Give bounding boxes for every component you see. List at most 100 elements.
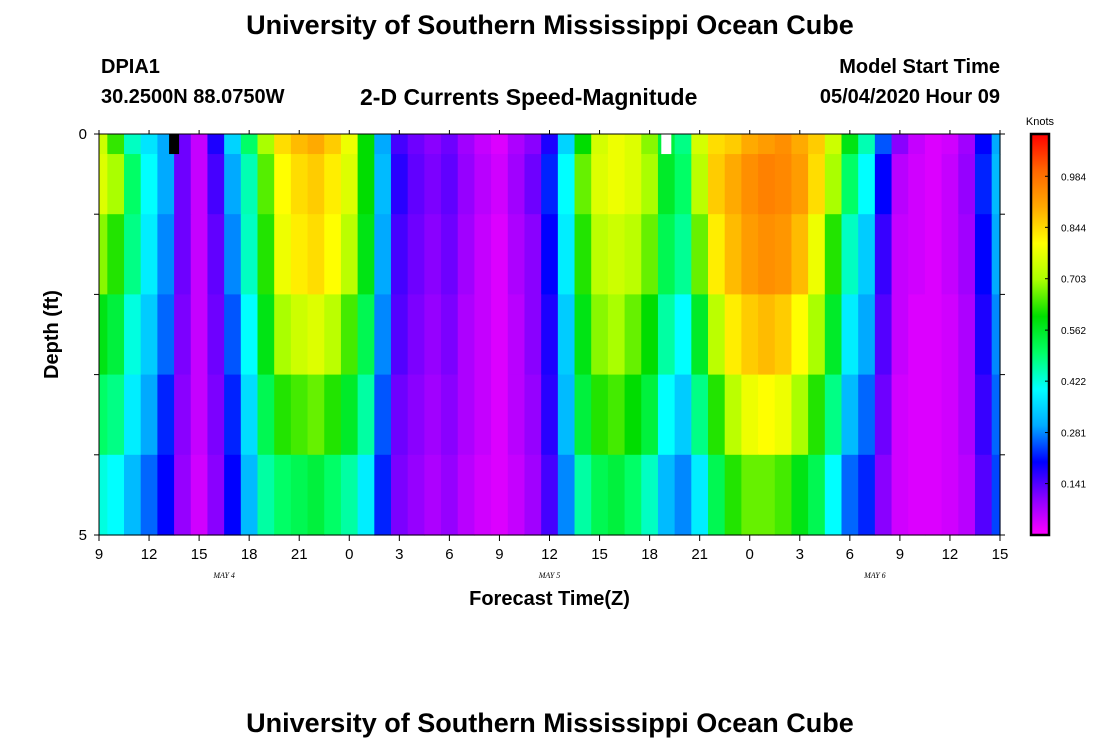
heatmap-cell [174,294,192,376]
heatmap-cell [874,134,893,155]
heatmap-cell [591,374,609,456]
heatmap-cell [858,154,876,215]
heatmap-cell [791,214,809,295]
heatmap-cell [524,294,542,376]
heatmap-cell [441,134,459,155]
heatmap-cell [591,294,609,376]
heatmap-cell [974,134,993,155]
heatmap-cell [758,294,776,376]
heatmap-cell [991,374,1001,456]
heatmap-cell [290,154,309,215]
x-tick-label: 9 [495,546,503,563]
x-tick-label: 0 [746,546,754,563]
heatmap-cell [307,294,325,376]
plot-title: 2-D Currents Speed-Magnitude [360,84,698,110]
heatmap-cell [774,454,793,536]
heatmap-cell [307,214,325,295]
heatmap-cell [507,454,526,536]
heatmap-cell [357,294,375,376]
heatmap-cell [958,154,976,215]
heatmap-cell [808,374,826,456]
heatmap-cell [541,154,559,215]
heatmap-cell [274,214,292,295]
heatmap-cell [290,134,309,155]
heatmap-cell [891,154,909,215]
heatmap-cell [240,214,259,295]
page-title: University of Southern Mississippi Ocean… [246,10,854,40]
x-tick-label: 15 [191,546,208,563]
heatmap-cell [474,454,492,536]
heatmap-cell [858,214,876,295]
heatmap-cell [324,374,342,456]
heatmap-cell [441,454,459,536]
heatmap-cell [157,454,175,536]
heatmap-cell [99,134,108,155]
heatmap-cell [457,454,476,536]
heatmap-cell [390,294,409,376]
heatmap-cell [324,214,342,295]
y-tick-label: 5 [79,527,87,544]
heatmap-cell [507,294,526,376]
heatmap-cell [791,374,809,456]
heatmap-cell [491,134,509,155]
heatmap-cell [708,374,726,456]
heatmap-cell [858,134,876,155]
heatmap-cell [708,154,726,215]
heatmap-cell [758,374,776,456]
heatmap-cell [908,294,926,376]
heatmap-cell [524,374,542,456]
heatmap-cell [841,454,859,536]
heatmap-cell [107,214,125,295]
heatmap-cell [507,154,526,215]
heatmap-cell [574,454,592,536]
heatmap-cell [741,294,759,376]
heatmap-cell [157,294,175,376]
heatmap-cell [991,294,1001,376]
heatmap-cell [908,214,926,295]
station-coordinates: 30.2500N 88.0750W [101,86,285,108]
heatmap-cell [607,214,626,295]
heatmap-cell [758,134,776,155]
heatmap-cell [307,454,325,536]
heatmap-cell [724,214,742,295]
heatmap-cell [908,154,926,215]
heatmap-cell [357,374,375,456]
heatmap-cell [874,454,893,536]
heatmap-cell [257,214,275,295]
heatmap-cell [908,374,926,456]
heatmap-cell [974,454,993,536]
heatmap-cell [340,294,359,376]
heatmap-cell [140,154,158,215]
heatmap-cell [190,454,209,536]
heatmap-cell [290,214,309,295]
heatmap-cell [808,214,826,295]
heatmap-cell [991,134,1001,155]
heatmap-cell [724,374,742,456]
x-tick-label: 3 [796,546,804,563]
colorbar-tick-label: 0.422 [1061,377,1086,388]
heatmap-cell [774,294,793,376]
heatmap-cell [991,154,1001,215]
heatmap-cell [541,454,559,536]
heatmap-cell [657,214,676,295]
heatmap-cell [941,294,959,376]
heatmap-cell [708,454,726,536]
heatmap-cell [924,374,943,456]
heatmap-cell [841,294,859,376]
heatmap-cell [390,374,409,456]
x-tick-label: 12 [541,546,558,563]
heatmap-cell [507,374,526,456]
heatmap-cell [841,154,859,215]
heatmap-cell [758,214,776,295]
heatmap-cell [407,154,425,215]
heatmap-cell [274,134,292,155]
heatmap-cell [824,294,843,376]
heatmap-cell [140,214,158,295]
heatmap-cell [357,134,375,155]
heatmap-cell [190,214,209,295]
missing-data-cell [169,134,180,155]
heatmap-cell [474,374,492,456]
heatmap-cell [641,134,659,155]
heatmap-cell [607,154,626,215]
heatmap-cell [224,374,242,456]
